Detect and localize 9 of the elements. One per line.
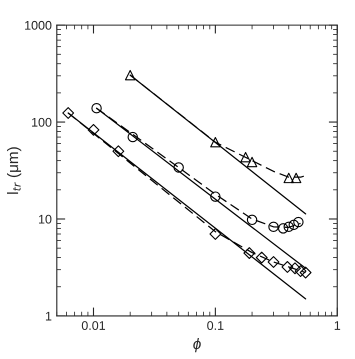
y-tick-label: 100 xyxy=(32,118,52,127)
x-tick-label: 0.01 xyxy=(82,321,106,330)
x-tick-label: 1 xyxy=(334,321,340,330)
y-tick-label: 1000 xyxy=(25,20,52,30)
x-axis-title: ϕ xyxy=(193,338,201,352)
y-axis-title: l$_{tr}$ (μm) xyxy=(6,147,22,194)
y-tick-label: 1 xyxy=(46,312,52,320)
x-tick-label: 0.1 xyxy=(207,321,224,330)
y-tick-label: 10 xyxy=(38,214,52,224)
